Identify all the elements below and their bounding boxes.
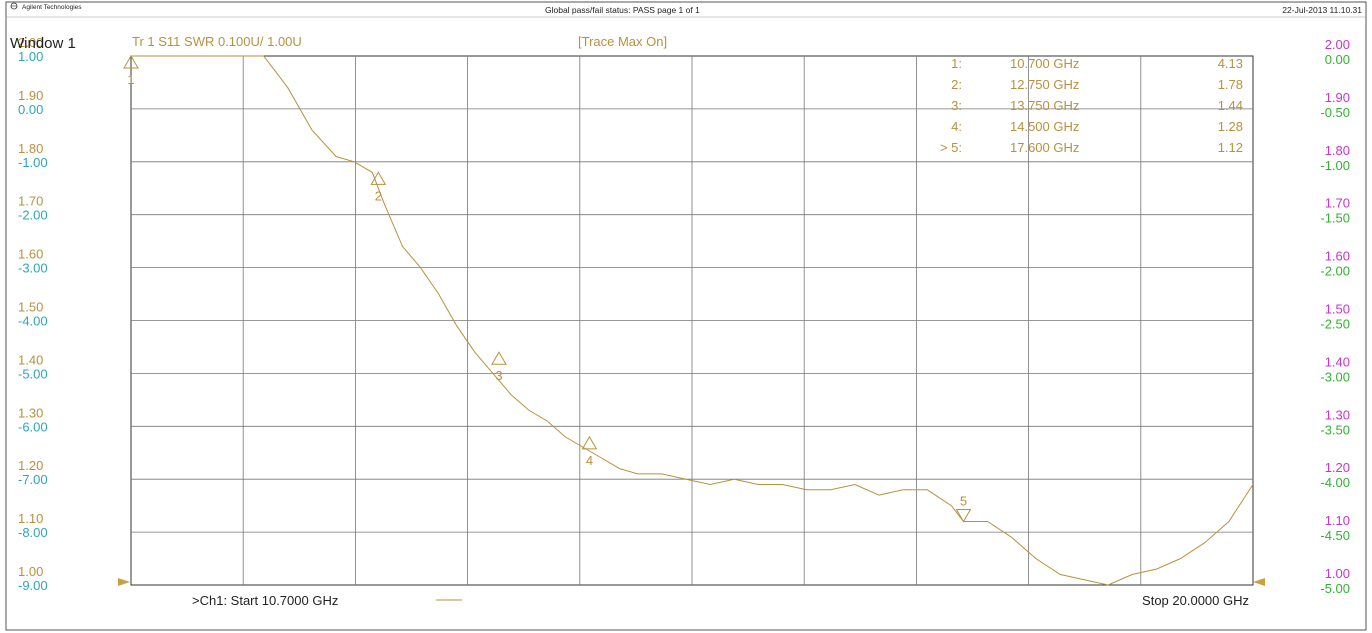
y-tick-left-primary: 1.30: [18, 405, 43, 420]
y-tick-right-secondary: -2.50: [1320, 317, 1350, 332]
y-tick-left-primary: 1.70: [18, 194, 43, 209]
y-tick-right-secondary: -3.00: [1320, 369, 1350, 384]
y-tick-right-secondary: -2.00: [1320, 264, 1350, 279]
y-tick-right-secondary: 0.00: [1325, 52, 1350, 67]
marker-5-label: 5: [960, 494, 967, 509]
marker-table-freq: 13.750 GHz: [1010, 98, 1079, 113]
marker-table-freq: 14.500 GHz: [1010, 119, 1079, 134]
brand-name: Agilent Technologies: [22, 4, 82, 11]
marker-table-freq: 17.600 GHz: [1010, 140, 1079, 155]
marker-table-value: 1.44: [1218, 98, 1243, 113]
marker-table-id: 1:: [951, 56, 962, 71]
y-tick-left-secondary: -7.00: [18, 472, 48, 487]
y-tick-left-primary: 1.00: [18, 564, 43, 579]
y-tick-left-secondary: 0.00: [18, 102, 43, 117]
y-tick-right-primary: 1.90: [1325, 90, 1350, 105]
y-tick-left-secondary: -8.00: [18, 525, 48, 540]
channel-stop: Stop 20.0000 GHz: [1142, 593, 1249, 608]
marker-table-value: 1.28: [1218, 119, 1243, 134]
y-tick-right-primary: 1.20: [1325, 460, 1350, 475]
screen-frame: [5, 1, 1367, 631]
header-bar: Agilent Technologies Global pass/fail st…: [6, 2, 1366, 18]
y-tick-right-secondary: -4.00: [1320, 475, 1350, 490]
marker-4-label: 4: [586, 453, 593, 468]
marker-1-icon: [123, 55, 139, 69]
y-tick-left-primary: 1.80: [18, 141, 43, 156]
chart-grid: [130, 55, 1254, 586]
y-tick-right-primary: 1.10: [1325, 513, 1350, 528]
y-tick-left-secondary: -3.00: [18, 261, 48, 276]
y-axis-ticks: 2.001.002.000.001.900.001.90-0.501.80-1.…: [18, 35, 1350, 596]
marker-5-icon: [955, 509, 972, 523]
marker-2-label: 2: [375, 188, 382, 203]
marker-table-id: 4:: [951, 119, 962, 134]
pass-fail-status: Global pass/fail status: PASS page 1 of …: [545, 5, 700, 15]
y-tick-left-primary: 1.60: [18, 247, 43, 262]
trace-max-indicator: [Trace Max On]: [578, 34, 667, 49]
marker-3-label: 3: [495, 368, 502, 383]
y-tick-right-primary: 1.80: [1325, 143, 1350, 158]
y-tick-left-secondary: -9.00: [18, 578, 48, 593]
y-tick-left-secondary: -5.00: [18, 366, 48, 381]
marker-1-label: 1: [127, 72, 134, 87]
y-tick-right-primary: 1.60: [1325, 249, 1350, 264]
y-tick-left-primary: 2.00: [18, 35, 43, 50]
marker-table-value: 1.78: [1218, 77, 1243, 92]
y-tick-right-primary: 1.70: [1325, 196, 1350, 211]
marker-4-icon: [581, 435, 598, 450]
y-tick-right-secondary: -1.00: [1320, 158, 1350, 173]
y-tick-right-secondary: -3.50: [1320, 422, 1350, 437]
y-tick-left-secondary: -1.00: [18, 155, 48, 170]
y-tick-right-primary: 1.50: [1325, 302, 1350, 317]
channel-start: >Ch1: Start 10.7000 GHz: [192, 593, 338, 608]
y-tick-right-secondary: -4.50: [1320, 528, 1350, 543]
reference-arrow-right-icon: [1253, 578, 1265, 586]
y-tick-right-primary: 1.40: [1325, 354, 1350, 369]
marker-table-freq: 12.750 GHz: [1010, 77, 1079, 92]
y-tick-left-secondary: -2.00: [18, 208, 48, 223]
marker-3-icon: [491, 351, 507, 365]
y-tick-right-secondary: -0.50: [1320, 105, 1350, 120]
swr-trace: [131, 55, 1254, 586]
reference-arrow-left-icon: [118, 578, 130, 586]
marker-table-value: 4.13: [1218, 56, 1243, 71]
y-tick-right-secondary: -5.00: [1320, 581, 1350, 596]
date-time: 22-Jul-2013 11.10.31: [1282, 5, 1362, 15]
marker-table-value: 1.12: [1218, 140, 1243, 155]
brand-logo-icon: [10, 2, 18, 10]
y-tick-right-primary: 2.00: [1325, 37, 1350, 52]
marker-table-id: 2:: [951, 77, 962, 92]
y-tick-left-primary: 1.50: [18, 300, 43, 315]
marker-table-freq: 10.700 GHz: [1010, 56, 1079, 71]
y-tick-right-primary: 1.30: [1325, 407, 1350, 422]
marker-layer: 1 2 3 4 5: [123, 55, 972, 523]
y-tick-right-primary: 1.00: [1325, 566, 1350, 581]
y-tick-left-primary: 1.20: [18, 458, 43, 473]
y-tick-left-secondary: 1.00: [18, 49, 43, 64]
marker-table-id: > 5:: [940, 140, 962, 155]
y-tick-left-primary: 1.40: [18, 352, 43, 367]
y-tick-left-secondary: -6.00: [18, 419, 48, 434]
marker-table-id: 3:: [951, 98, 962, 113]
window-label: Window 1: [10, 35, 76, 52]
y-tick-left-primary: 1.10: [18, 511, 43, 526]
y-tick-right-secondary: -1.50: [1320, 211, 1350, 226]
trace-info: Tr 1 S11 SWR 0.100U/ 1.00U: [132, 34, 302, 49]
y-tick-left-secondary: -4.00: [18, 314, 48, 329]
marker-2-icon: [370, 171, 387, 185]
marker-table: 1: 10.700 GHz 4.13 2: 12.750 GHz 1.78 3: 13.750…: [940, 56, 1243, 155]
y-tick-left-primary: 1.90: [18, 88, 43, 103]
